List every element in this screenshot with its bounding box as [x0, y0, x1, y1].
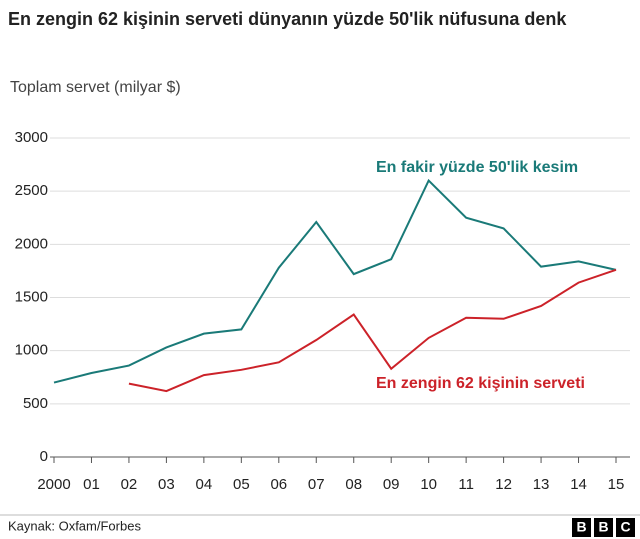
- series-line: [53, 178, 617, 384]
- y-tick-label: 2000: [15, 235, 48, 252]
- x-tick-label: 03: [158, 476, 175, 493]
- x-tick-label: 06: [270, 476, 287, 493]
- chart-subtitle: Toplam servet (milyar $): [10, 79, 181, 96]
- logo-letter: B: [598, 519, 608, 535]
- x-tick-label: 13: [533, 476, 550, 493]
- logo-box: [572, 518, 591, 537]
- y-tick-label: 2500: [15, 182, 48, 199]
- y-tick-label: 3000: [15, 129, 48, 146]
- x-tick-label: 02: [121, 476, 138, 493]
- x-tick-label: 14: [570, 476, 587, 493]
- series-label: En zengin 62 kişinin serveti: [376, 375, 585, 392]
- series-line: [128, 268, 617, 393]
- y-tick-label: 1500: [15, 288, 48, 305]
- x-tick-label: 15: [608, 476, 625, 493]
- logo-box: [594, 518, 613, 537]
- x-tick-label: 01: [83, 476, 100, 493]
- y-tick-label: 0: [40, 448, 48, 465]
- series-label: En fakir yüzde 50'lik kesim: [376, 159, 578, 176]
- x-tick-label: 09: [383, 476, 400, 493]
- x-tick-label: 07: [308, 476, 325, 493]
- logo-letter: C: [620, 519, 630, 535]
- x-tick-label: 10: [420, 476, 437, 493]
- chart-title: En zengin 62 kişinin serveti dünyanın yü…: [8, 9, 567, 29]
- x-tick-label: 12: [495, 476, 512, 493]
- logo-box: [616, 518, 635, 537]
- x-tick-label: 08: [345, 476, 362, 493]
- logo-letter: B: [576, 519, 586, 535]
- y-tick-label: 1000: [15, 342, 48, 359]
- y-tick-label: 500: [23, 395, 48, 412]
- x-tick-label: 04: [196, 476, 213, 493]
- x-tick-label: 05: [233, 476, 250, 493]
- x-tick-label: 11: [458, 476, 474, 493]
- x-tick-label: 2000: [37, 476, 70, 493]
- source: Kaynak: Oxfam/Forbes: [8, 518, 141, 533]
